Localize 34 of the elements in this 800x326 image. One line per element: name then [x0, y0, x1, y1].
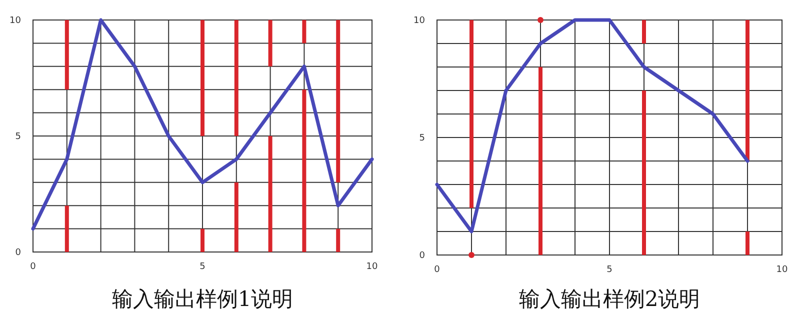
- bar: [64, 206, 69, 252]
- y-tick-label: 10: [414, 16, 426, 26]
- y-tick-label: 5: [15, 132, 21, 142]
- text: 输入输出样例1说明: [112, 287, 294, 311]
- bar: [200, 20, 204, 136]
- line-series: [31, 18, 374, 231]
- y-tick-label: 10: [10, 16, 22, 26]
- bar: [200, 228, 204, 252]
- bar: [336, 20, 340, 182]
- x-tick-label: 5: [200, 262, 206, 272]
- x-tick-label: 10: [776, 265, 788, 275]
- bar: [302, 90, 306, 252]
- bar: [746, 20, 750, 161]
- bar: [302, 20, 306, 44]
- x-tick-label: 5: [606, 265, 612, 275]
- bar: [336, 228, 340, 252]
- line-series: [435, 18, 750, 234]
- bar: [64, 20, 69, 90]
- y-tick-label: 0: [419, 251, 426, 261]
- bar: [268, 20, 272, 66]
- bar: [234, 20, 238, 136]
- bar: [642, 20, 646, 44]
- bar: [470, 20, 474, 208]
- x-tick-label: 10: [366, 262, 378, 272]
- y-tick-label: 0: [15, 248, 22, 258]
- bar: [538, 67, 542, 255]
- bar: [642, 90, 646, 255]
- bar: [746, 232, 750, 255]
- text: 输入输出样例2说明: [518, 287, 700, 311]
- x-tick-label: 0: [30, 262, 36, 272]
- x-tick-label: 0: [434, 265, 440, 275]
- bar: [268, 136, 272, 252]
- bar: [234, 182, 238, 252]
- y-tick-label: 5: [419, 134, 425, 144]
